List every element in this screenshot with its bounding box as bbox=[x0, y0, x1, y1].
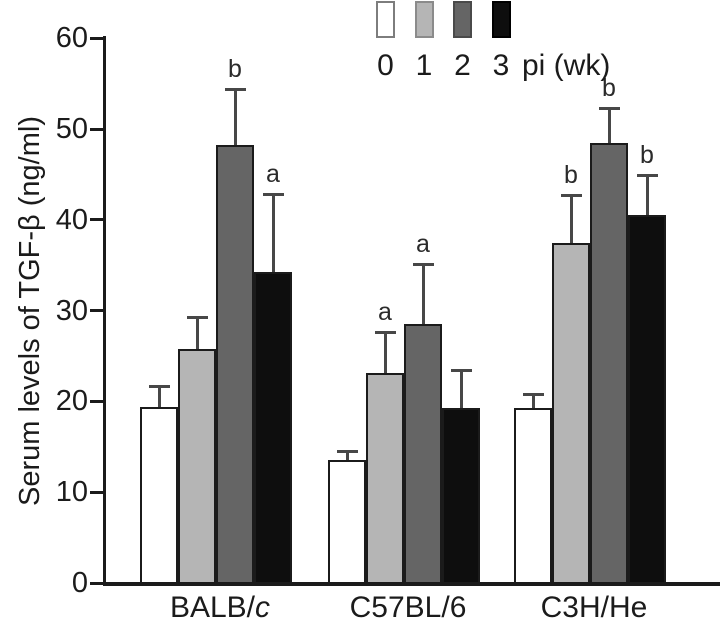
bar-week1 bbox=[178, 348, 216, 584]
x-axis-line bbox=[103, 582, 720, 586]
y-tick-mark bbox=[90, 218, 105, 222]
error-bar-line bbox=[607, 108, 611, 143]
legend-label: 1 bbox=[415, 49, 433, 82]
legend-swatch-week3 bbox=[491, 1, 511, 38]
error-bar-cap bbox=[412, 263, 434, 267]
bar-week3 bbox=[254, 271, 292, 584]
y-tick-label: 50 bbox=[55, 113, 88, 146]
error-bar-cap bbox=[336, 450, 358, 454]
error-bar-line bbox=[459, 369, 463, 408]
bar-week1 bbox=[552, 242, 590, 584]
y-tick-label: 0 bbox=[71, 567, 88, 599]
legend-units-label: pi (wk) bbox=[522, 49, 611, 82]
error-bar-cap bbox=[148, 385, 170, 388]
significance-letter: b bbox=[228, 55, 242, 84]
legend-label: 2 bbox=[454, 49, 471, 82]
error-bar-line bbox=[233, 89, 237, 146]
error-bar-cap bbox=[450, 368, 472, 372]
significance-letter: a bbox=[266, 160, 280, 189]
error-bar-cap bbox=[636, 174, 658, 178]
bar-week0 bbox=[514, 407, 552, 584]
bar-week0 bbox=[328, 460, 366, 584]
significance-letter: b bbox=[640, 141, 654, 170]
error-bar-cap bbox=[598, 107, 620, 111]
error-bar-cap bbox=[522, 393, 544, 397]
significance-letter: b bbox=[602, 74, 616, 103]
category-label: C57BL/6 bbox=[349, 591, 467, 623]
error-bar-line bbox=[157, 386, 161, 407]
bar-week3 bbox=[442, 407, 480, 584]
y-tick-mark bbox=[90, 399, 105, 403]
error-bar-line bbox=[195, 317, 199, 349]
legend-swatch-week1 bbox=[414, 1, 434, 38]
bar-week3 bbox=[628, 215, 666, 584]
error-bar-line bbox=[383, 332, 387, 374]
error-bar-cap bbox=[560, 194, 582, 198]
category-label: C3H/He bbox=[540, 591, 648, 623]
y-tick-mark bbox=[90, 36, 105, 40]
y-tick-label: 40 bbox=[55, 203, 88, 236]
significance-letter: a bbox=[378, 298, 392, 327]
bar-week2 bbox=[404, 324, 442, 584]
y-tick-mark bbox=[90, 309, 105, 313]
y-tick-label: 30 bbox=[55, 294, 88, 327]
error-bar-cap bbox=[374, 331, 396, 335]
error-bar-cap bbox=[224, 88, 246, 92]
error-bar-line bbox=[345, 451, 349, 461]
legend-swatch-week0 bbox=[376, 1, 395, 38]
error-bar-cap bbox=[186, 316, 208, 319]
error-bar-line bbox=[271, 194, 275, 272]
y-tick-label: 60 bbox=[55, 22, 88, 55]
y-tick-mark bbox=[90, 127, 105, 131]
error-bar-line bbox=[421, 264, 425, 325]
significance-letter: b bbox=[564, 161, 578, 190]
y-tick-mark bbox=[90, 490, 105, 494]
significance-letter: a bbox=[416, 230, 430, 259]
bar-week2 bbox=[590, 142, 628, 584]
bar-week2 bbox=[216, 145, 254, 584]
error-bar-cap bbox=[262, 193, 284, 197]
bar-week1 bbox=[366, 373, 404, 584]
y-tick-label: 10 bbox=[55, 476, 88, 509]
bar-week0 bbox=[140, 406, 178, 584]
category-label: BALB/c bbox=[169, 591, 271, 623]
error-bar-line bbox=[569, 195, 573, 243]
y-axis-line bbox=[103, 36, 106, 586]
legend-swatch-week2 bbox=[453, 1, 472, 38]
y-tick-label: 20 bbox=[55, 385, 88, 418]
y-tick-mark bbox=[90, 581, 105, 585]
legend-label: 0 bbox=[377, 49, 394, 82]
error-bar-line bbox=[531, 394, 535, 408]
error-bar-line bbox=[645, 175, 649, 216]
legend-label: 3 bbox=[492, 49, 510, 82]
